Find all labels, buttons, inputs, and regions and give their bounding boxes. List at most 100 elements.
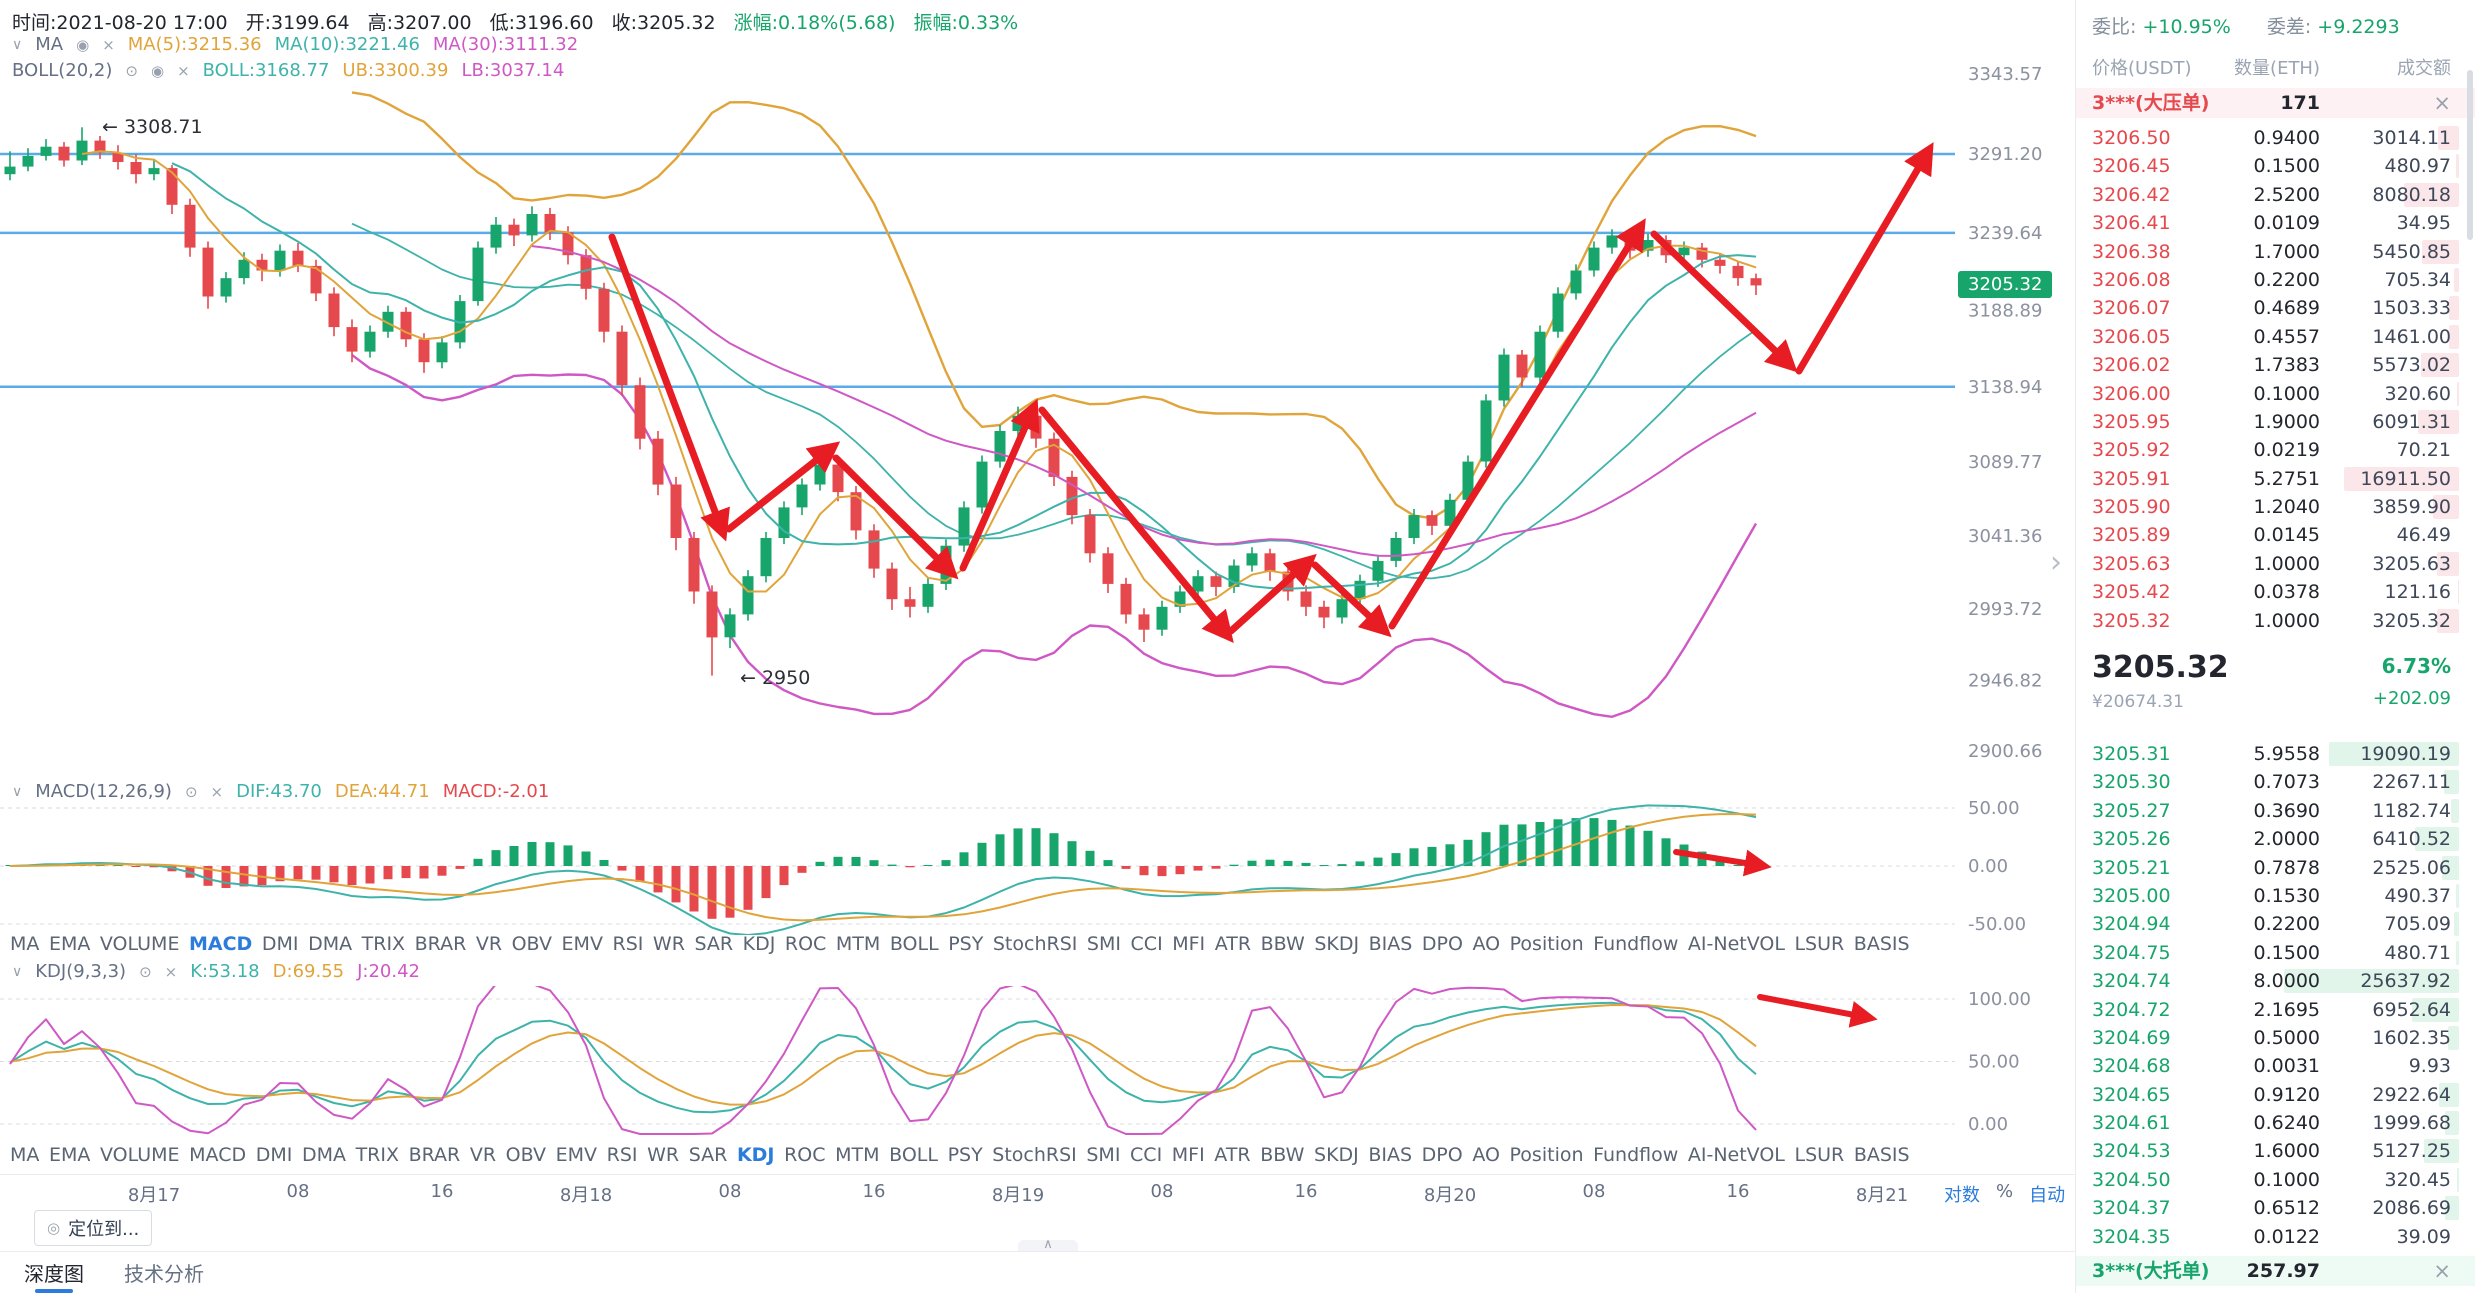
indicator-tab-macd[interactable]: MACD	[189, 1144, 247, 1166]
indicator-tab-mtm[interactable]: MTM	[835, 933, 881, 955]
indicator-tab-dma[interactable]: DMA	[301, 1144, 346, 1166]
ask-row[interactable]: 3206.50 0.9400 3014.11	[2076, 124, 2475, 152]
indicator-tab-emv[interactable]: EMV	[555, 1144, 598, 1166]
ask-row[interactable]: 3205.91 5.2751 16911.50	[2076, 465, 2475, 493]
indicator-tab-cci[interactable]: CCI	[1130, 933, 1163, 955]
indicator-tab-basis[interactable]: BASIS	[1853, 1144, 1910, 1166]
bid-row[interactable]: 3205.21 0.7878 2525.06	[2076, 854, 2475, 882]
indicator-tab-ma[interactable]: MA	[10, 1144, 40, 1166]
indicator-tab-dmi[interactable]: DMI	[255, 1144, 293, 1166]
bid-row[interactable]: 3204.61 0.6240 1999.68	[2076, 1109, 2475, 1137]
indicator-tab-dpo[interactable]: DPO	[1421, 933, 1463, 955]
macd-sub-chart[interactable]: 50.00 0.00 -50.00	[0, 795, 2075, 935]
percent-scale-toggle[interactable]: %	[1996, 1181, 2014, 1202]
indicator-tab-boll[interactable]: BOLL	[889, 933, 939, 955]
close-icon[interactable]: ×	[102, 35, 115, 54]
bid-row[interactable]: 3205.27 0.3690 1182.74	[2076, 797, 2475, 825]
ask-row[interactable]: 3205.32 1.0000 3205.32	[2076, 607, 2475, 635]
indicator-tab-ao[interactable]: AO	[1472, 933, 1501, 955]
close-icon[interactable]: ×	[177, 61, 190, 80]
ask-row[interactable]: 3205.92 0.0219 70.21	[2076, 436, 2475, 464]
indicator-tab-lsur[interactable]: LSUR	[1794, 933, 1845, 955]
indicator-tab-ao[interactable]: AO	[1472, 1144, 1500, 1166]
indicator-tab-mfi[interactable]: MFI	[1172, 933, 1206, 955]
indicator-tab-trix[interactable]: TRIX	[355, 1144, 399, 1166]
indicator-tab-roc[interactable]: ROC	[784, 1144, 826, 1166]
locate-button[interactable]: ◎ 定位到...	[34, 1210, 153, 1246]
indicator-tab-brar[interactable]: BRAR	[408, 1144, 461, 1166]
ask-row[interactable]: 3206.41 0.0109 34.95	[2076, 209, 2475, 237]
indicator-tab-volume[interactable]: VOLUME	[99, 1144, 180, 1166]
indicator-tab-position[interactable]: Position	[1509, 933, 1584, 955]
indicator-tab-roc[interactable]: ROC	[784, 933, 827, 955]
bid-row[interactable]: 3204.68 0.0031 9.93	[2076, 1052, 2475, 1080]
settings-gear-icon[interactable]: ⊙	[125, 61, 138, 80]
indicator-tab-ema[interactable]: EMA	[48, 933, 91, 955]
indicator-tab-cci[interactable]: CCI	[1130, 1144, 1163, 1166]
bid-row[interactable]: 3204.94 0.2200 705.09	[2076, 910, 2475, 938]
large-sell-order-row[interactable]: 3***(大压单) 171 ×	[2076, 88, 2475, 118]
indicator-tab-volume[interactable]: VOLUME	[99, 933, 180, 955]
tab-technical-analysis[interactable]: 技术分析	[124, 1252, 204, 1293]
bid-row[interactable]: 3204.37 0.6512 2086.69	[2076, 1194, 2475, 1222]
indicator-tab-rsi[interactable]: RSI	[612, 933, 644, 955]
ask-row[interactable]: 3206.07 0.4689 1503.33	[2076, 294, 2475, 322]
indicator-tab-smi[interactable]: SMI	[1086, 933, 1121, 955]
indicator-tab-dma[interactable]: DMA	[308, 933, 353, 955]
ask-row[interactable]: 3206.05 0.4557 1461.00	[2076, 323, 2475, 351]
indicator-tab-bias[interactable]: BIAS	[1368, 933, 1413, 955]
bid-row[interactable]: 3204.50 0.1000 320.45	[2076, 1166, 2475, 1194]
auto-scale-toggle[interactable]: 自动	[2029, 1185, 2066, 1206]
indicator-tab-smi[interactable]: SMI	[1086, 1144, 1121, 1166]
ask-row[interactable]: 3205.95 1.9000 6091.31	[2076, 408, 2475, 436]
ask-row[interactable]: 3206.45 0.1500 480.97	[2076, 152, 2475, 180]
indicator-tab-vr[interactable]: VR	[469, 1144, 497, 1166]
ask-row[interactable]: 3205.89 0.0145 46.49	[2076, 521, 2475, 549]
bid-row[interactable]: 3204.72 2.1695 6952.64	[2076, 996, 2475, 1024]
indicator-tab-vr[interactable]: VR	[475, 933, 503, 955]
close-icon[interactable]: ×	[164, 962, 178, 981]
tab-depth-chart[interactable]: 深度图	[24, 1252, 84, 1293]
collapse-chevron-icon[interactable]: ∨	[12, 963, 23, 980]
indicator-tab-sar[interactable]: SAR	[688, 1144, 728, 1166]
ask-row[interactable]: 3206.42 2.5200 8080.18	[2076, 181, 2475, 209]
indicator-tab-ai-netvol[interactable]: AI-NetVOL	[1687, 933, 1785, 955]
bid-row[interactable]: 3204.69 0.5000 1602.35	[2076, 1024, 2475, 1052]
indicator-tab-skdj[interactable]: SKDJ	[1314, 933, 1360, 955]
main-candlestick-chart[interactable]: 3343.57 3291.20 3239.64 3188.89 3138.94 3089.…	[0, 50, 2075, 782]
bid-row[interactable]: 3205.26 2.0000 6410.52	[2076, 825, 2475, 853]
eye-icon[interactable]: ◉	[76, 35, 90, 54]
indicator-tab-psy[interactable]: PSY	[948, 933, 984, 955]
indicator-tab-ema[interactable]: EMA	[48, 1144, 91, 1166]
indicator-tab-sar[interactable]: SAR	[694, 933, 734, 955]
indicator-tab-obv[interactable]: OBV	[505, 1144, 547, 1166]
large-buy-order-row[interactable]: 3***(大托单) 257.97 ×	[2076, 1256, 2475, 1286]
collapse-chevron-icon[interactable]: ∨	[12, 783, 23, 800]
collapse-chevron-icon[interactable]: ∨	[12, 36, 23, 53]
close-icon[interactable]: ×	[2433, 1259, 2451, 1283]
bid-row[interactable]: 3204.75 0.1500 480.71	[2076, 939, 2475, 967]
indicator-tab-dpo[interactable]: DPO	[1421, 1144, 1463, 1166]
collapse-handle[interactable]: ∧	[1018, 1238, 1078, 1252]
indicator-tab-lsur[interactable]: LSUR	[1794, 1144, 1845, 1166]
indicator-tab-stochrsi[interactable]: StochRSI	[992, 933, 1078, 955]
indicator-tab-kdj[interactable]: KDJ	[742, 933, 776, 955]
settings-gear-icon[interactable]: ⊙	[139, 962, 152, 981]
close-icon[interactable]: ×	[2433, 91, 2451, 115]
indicator-tab-psy[interactable]: PSY	[947, 1144, 983, 1166]
indicator-tab-dmi[interactable]: DMI	[261, 933, 299, 955]
indicator-tab-mtm[interactable]: MTM	[835, 1144, 880, 1166]
bid-row[interactable]: 3204.53 1.6000 5127.25	[2076, 1137, 2475, 1165]
indicator-tab-bbw[interactable]: BBW	[1260, 1144, 1305, 1166]
indicator-tab-emv[interactable]: EMV	[561, 933, 603, 955]
ask-row[interactable]: 3206.38 1.7000 5450.85	[2076, 238, 2475, 266]
indicator-tab-ma[interactable]: MA	[10, 933, 40, 955]
ask-row[interactable]: 3205.63 1.0000 3205.63	[2076, 550, 2475, 578]
scrollbar[interactable]	[2467, 70, 2473, 240]
panel-expand-icon[interactable]: ›	[2050, 545, 2062, 580]
indicator-tab-atr[interactable]: ATR	[1214, 933, 1252, 955]
indicator-tab-wr[interactable]: WR	[647, 1144, 680, 1166]
indicator-tab-stochrsi[interactable]: StochRSI	[992, 1144, 1077, 1166]
indicator-tab-atr[interactable]: ATR	[1214, 1144, 1251, 1166]
indicator-tab-rsi[interactable]: RSI	[606, 1144, 638, 1166]
